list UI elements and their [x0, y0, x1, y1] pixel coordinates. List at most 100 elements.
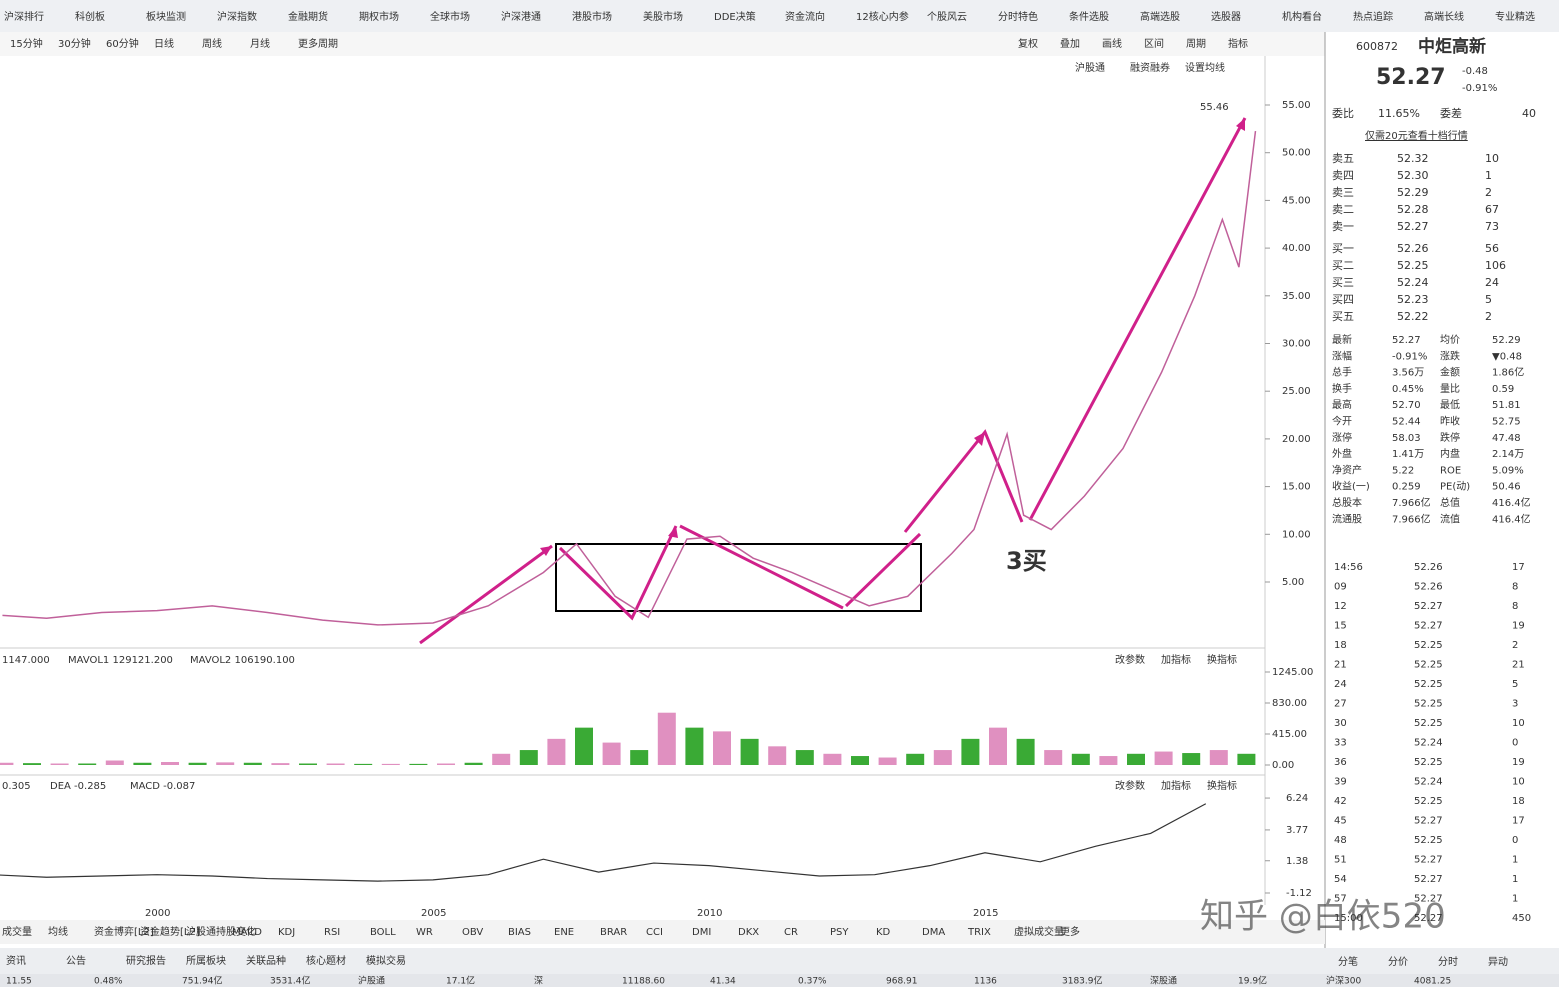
- side-tab[interactable]: 异动: [1488, 956, 1508, 968]
- indicator-tab[interactable]: 更多: [1060, 925, 1080, 938]
- period-tab[interactable]: 60分钟: [106, 37, 139, 50]
- menu-item[interactable]: 资金流向: [785, 10, 825, 23]
- indicator-tab[interactable]: DKX: [738, 927, 759, 938]
- menu-item[interactable]: 高端长线: [1424, 10, 1464, 23]
- menu-item[interactable]: 金融期货: [288, 10, 328, 23]
- indicator-tab[interactable]: DMA: [922, 927, 945, 938]
- menu-item[interactable]: 热点追踪: [1353, 10, 1393, 23]
- menu-item[interactable]: 沪深排行: [4, 10, 44, 23]
- trade-qty: 8: [1512, 582, 1518, 593]
- trade-qty: 1: [1512, 874, 1518, 885]
- side-tab[interactable]: 分时: [1438, 956, 1458, 968]
- menu-item[interactable]: 分时特色: [998, 10, 1038, 23]
- indicator-tab[interactable]: MACD: [232, 927, 262, 938]
- menu-item[interactable]: 全球市场: [430, 10, 470, 23]
- volume-bar: [464, 762, 483, 765]
- menu-item[interactable]: 高端选股: [1140, 10, 1180, 23]
- indicator-tab[interactable]: CR: [784, 927, 798, 938]
- panel-button[interactable]: 改参数: [1115, 779, 1145, 792]
- indicator-tab[interactable]: BRAR: [600, 927, 627, 938]
- stock-name: 中炬高新: [1418, 36, 1486, 57]
- indicator-tab[interactable]: TRIX: [967, 927, 991, 938]
- indicator-tab[interactable]: 资金博弈[L2]: [94, 925, 154, 938]
- tool-button[interactable]: 区间: [1144, 37, 1164, 50]
- tool-button[interactable]: 周期: [1186, 38, 1206, 50]
- menu-item[interactable]: 专业精选: [1495, 10, 1535, 23]
- trade-price: 52.25: [1414, 796, 1443, 807]
- indicator-tab[interactable]: WR: [416, 927, 433, 938]
- indicator-tab[interactable]: BIAS: [508, 927, 531, 938]
- tool-button[interactable]: 复权: [1018, 37, 1038, 50]
- bottom-tab[interactable]: 所属板块: [186, 954, 226, 967]
- indicator-tab[interactable]: 资金趋势[L2]: [140, 925, 200, 938]
- indicator-tab[interactable]: 沪股通持股变化: [186, 925, 256, 938]
- period-tab[interactable]: 日线: [154, 37, 174, 50]
- menu-item[interactable]: 个股风云: [927, 11, 967, 23]
- indicator-tab[interactable]: KD: [876, 927, 891, 938]
- panel-button[interactable]: 加指标: [1161, 653, 1191, 666]
- menu-item[interactable]: 12核心内参: [856, 10, 909, 23]
- trade-price: 52.27: [1414, 874, 1443, 885]
- menu-item[interactable]: 沪深港通: [501, 10, 541, 23]
- panel-button[interactable]: 换指标: [1207, 653, 1237, 666]
- volume-bar: [381, 763, 400, 765]
- volume-bar: [519, 750, 538, 765]
- order-price: 52.32: [1397, 152, 1429, 165]
- order-qty: 67: [1485, 203, 1499, 216]
- chart-tab[interactable]: 设置均线: [1185, 61, 1225, 74]
- weibi: 委差: [1440, 106, 1462, 120]
- indicator-tab[interactable]: 虚拟成交量: [1014, 925, 1064, 938]
- tool-button[interactable]: 指标: [1228, 37, 1248, 50]
- period-tab[interactable]: 更多周期: [298, 37, 338, 50]
- trade-price: 52.25: [1414, 640, 1443, 651]
- period-tab[interactable]: 月线: [250, 37, 270, 50]
- period-tab[interactable]: 30分钟: [58, 37, 91, 50]
- y-tick-label: 30.00: [1282, 339, 1311, 350]
- side-tab[interactable]: 分笔: [1338, 955, 1358, 968]
- menu-item[interactable]: 沪深指数: [217, 10, 257, 23]
- indicator-tab[interactable]: KDJ: [278, 927, 295, 938]
- indicator-tab[interactable]: BOLL: [370, 927, 396, 938]
- bottom-tab[interactable]: 关联品种: [246, 954, 286, 967]
- status-item: 19.9亿: [1238, 975, 1267, 987]
- bottom-tab[interactable]: 核心题材: [306, 954, 346, 967]
- menu-item[interactable]: 机构看台: [1282, 10, 1322, 23]
- menu-item[interactable]: DDE决策: [714, 10, 756, 23]
- order-label: 卖三: [1332, 186, 1354, 199]
- indicator-tab[interactable]: DMI: [692, 927, 711, 938]
- period-tab[interactable]: 周线: [202, 37, 222, 50]
- panel-button[interactable]: 换指标: [1207, 779, 1237, 792]
- indicator-tab[interactable]: OBV: [462, 927, 483, 938]
- side-tab[interactable]: 分价: [1388, 956, 1408, 968]
- menu-item[interactable]: 美股市场: [643, 10, 683, 23]
- chart-tab[interactable]: 融资融券: [1130, 61, 1170, 74]
- menu-item[interactable]: 板块监测: [146, 10, 186, 23]
- panel-button[interactable]: 加指标: [1161, 779, 1191, 792]
- indicator-tab[interactable]: 成交量: [2, 925, 32, 938]
- indicator-tab[interactable]: RSI: [324, 927, 340, 938]
- indicator-tab[interactable]: CCI: [646, 927, 663, 938]
- period-tab[interactable]: 15分钟: [10, 37, 43, 50]
- indicator-tab[interactable]: 均线: [48, 925, 68, 938]
- trade-qty: 21: [1512, 660, 1525, 671]
- indicator-tab[interactable]: ENE: [554, 927, 574, 938]
- menu-item[interactable]: 条件选股: [1069, 10, 1109, 23]
- bottom-tab[interactable]: 公告: [66, 954, 86, 967]
- menu-item[interactable]: 选股器: [1211, 10, 1241, 23]
- tool-button[interactable]: 画线: [1102, 37, 1122, 50]
- chart-tab[interactable]: 沪股通: [1075, 61, 1105, 74]
- stat: 量比: [1440, 383, 1460, 395]
- menu-item[interactable]: 期权市场: [359, 10, 399, 23]
- trade-price: 52.25: [1414, 757, 1443, 768]
- volume-bar: [795, 750, 814, 765]
- volume-bar: [685, 727, 704, 765]
- panel-button[interactable]: 改参数: [1115, 653, 1145, 666]
- promo-link[interactable]: 仅需20元查看十档行情: [1365, 129, 1468, 142]
- indicator-tab[interactable]: PSY: [830, 927, 849, 938]
- menu-item[interactable]: 港股市场: [572, 10, 612, 23]
- tool-button[interactable]: 叠加: [1060, 38, 1080, 50]
- menu-item[interactable]: 科创板: [75, 10, 105, 23]
- bottom-tab[interactable]: 模拟交易: [366, 954, 406, 967]
- bottom-tab[interactable]: 研究报告: [126, 954, 166, 967]
- bottom-tab[interactable]: 资讯: [6, 955, 26, 967]
